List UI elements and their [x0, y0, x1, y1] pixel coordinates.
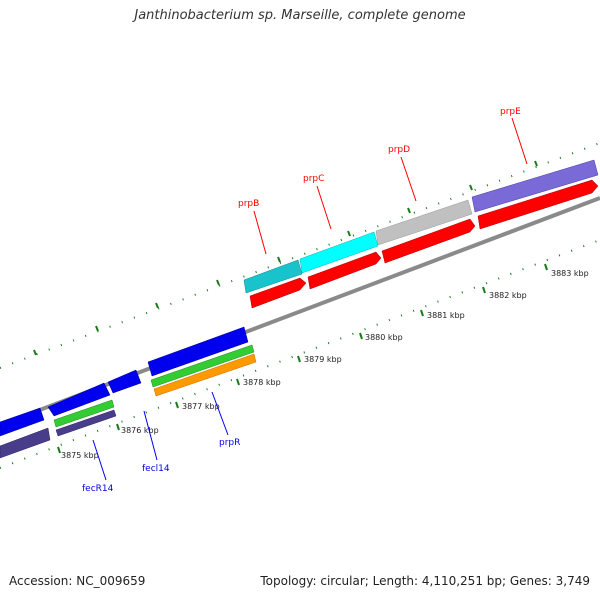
- tick-label: 3879 kbp: [304, 355, 342, 364]
- gene-feature[interactable]: [53, 399, 115, 428]
- outer-tick-ring: [0, 142, 600, 369]
- forward-strand-features: [249, 179, 599, 309]
- genome-summary-text: Topology: circular; Length: 4,110,251 bp…: [260, 574, 590, 588]
- gene-feature[interactable]: [471, 159, 599, 213]
- outer-major-ticks: [33, 160, 538, 356]
- gene-label-prpD: prpD: [388, 145, 410, 155]
- gene-feature[interactable]: [47, 382, 111, 417]
- tick-label: 3880 kbp: [365, 333, 403, 342]
- tick-label: 3876 kbp: [121, 426, 159, 435]
- tick-labels: 3875 kbp 3876 kbp 3877 kbp 3878 kbp 3879…: [61, 269, 589, 460]
- accession-text: Accession: NC_009659: [9, 574, 146, 588]
- tick-label: 3882 kbp: [489, 291, 527, 300]
- map-title: Janthinobacterium sp. Marseille, complet…: [134, 8, 466, 23]
- gene-label-prpR: prpR: [219, 438, 240, 448]
- gene-labels: prpB prpC prpD prpE prpR fecl14 fecR14: [82, 107, 521, 494]
- gene-feature[interactable]: [147, 326, 249, 377]
- gene-label-prpE: prpE: [500, 107, 521, 117]
- gene-label-fecR14: fecR14: [82, 484, 114, 494]
- gene-label-fecl14: fecl14: [142, 464, 170, 474]
- upper-category-features: [243, 159, 599, 294]
- gene-feature[interactable]: [0, 427, 51, 459]
- tick-label: 3875 kbp: [61, 451, 99, 460]
- gene-feature[interactable]: [107, 369, 142, 394]
- gene-feature[interactable]: [375, 199, 473, 246]
- reverse-label-leaders: [92, 391, 229, 481]
- tick-label: 3883 kbp: [551, 269, 589, 278]
- forward-label-leaders: [253, 117, 528, 255]
- tick-label: 3877 kbp: [182, 402, 220, 411]
- gene-label-prpC: prpC: [303, 174, 324, 184]
- gene-feature[interactable]: [381, 218, 476, 264]
- tick-label: 3878 kbp: [243, 378, 281, 387]
- gene-feature[interactable]: [55, 409, 117, 437]
- gene-feature[interactable]: [0, 407, 45, 437]
- gene-feature[interactable]: [243, 259, 303, 294]
- gene-feature[interactable]: [477, 179, 599, 230]
- gene-feature[interactable]: [249, 277, 307, 309]
- tick-label: 3881 kbp: [427, 311, 465, 320]
- lower-category-features: [0, 344, 257, 459]
- major-ticks: [57, 263, 548, 454]
- gene-feature[interactable]: [150, 344, 255, 388]
- gene-feature[interactable]: [307, 251, 382, 290]
- reverse-strand-features: [0, 326, 249, 437]
- gene-feature[interactable]: [299, 231, 379, 274]
- gene-label-prpB: prpB: [238, 199, 259, 209]
- gene-feature[interactable]: [153, 353, 257, 397]
